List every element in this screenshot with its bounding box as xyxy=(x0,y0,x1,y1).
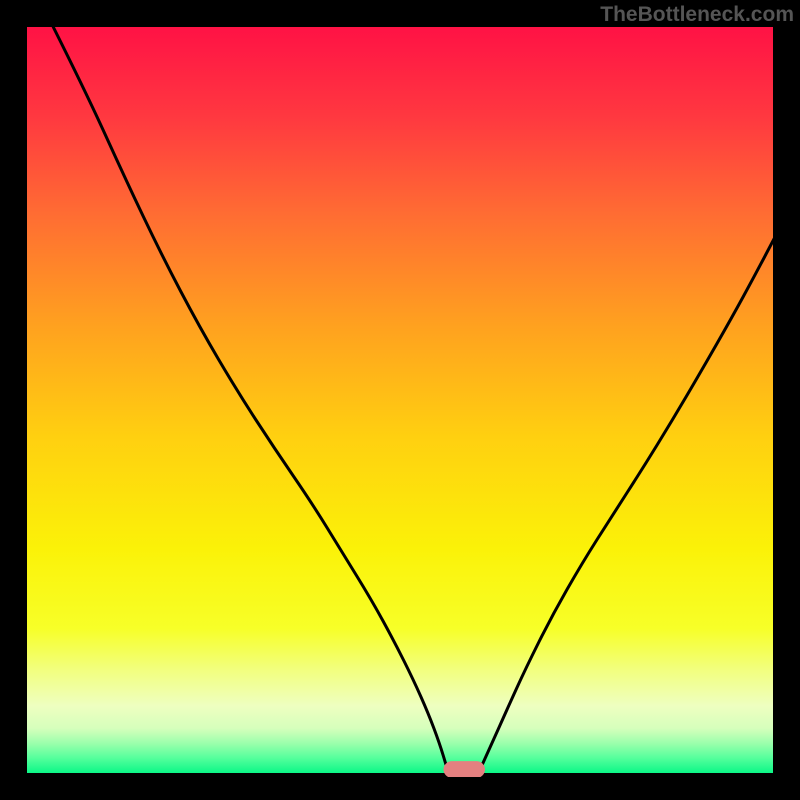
optimal-point-marker-rect xyxy=(444,762,485,777)
chart-container: TheBottleneck.com xyxy=(0,0,800,800)
bottleneck-curve-right xyxy=(481,233,777,768)
source-label: TheBottleneck.com xyxy=(600,3,794,27)
bottleneck-chart xyxy=(27,27,777,777)
bottleneck-curve-left xyxy=(53,27,447,768)
plot-border xyxy=(25,25,775,775)
